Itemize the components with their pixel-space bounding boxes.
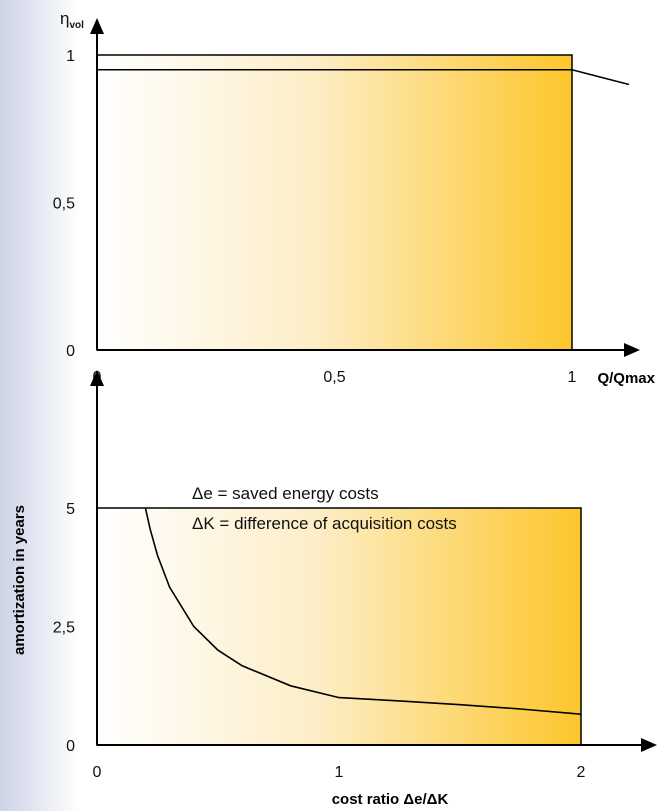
annotation-delta-e: Δe = saved energy costs	[192, 484, 379, 503]
efficiency-chart-x-label: Q/Qmax	[597, 370, 655, 387]
efficiency-subscript: vol	[69, 20, 84, 31]
annotation-delta-k: ΔK = difference of acquisition costs	[192, 514, 457, 533]
efficiency-chart-x-arrow	[624, 343, 640, 357]
amortization-chart: 0 2,5 5 0 1 2 amortization in years cost…	[11, 370, 657, 808]
efficiency-curve	[97, 69, 630, 86]
amortization-curve	[144, 507, 582, 715]
amortization-chart-shaded-region	[96, 507, 582, 746]
efficiency-chart-x-tick-2: 1	[568, 369, 577, 386]
efficiency-chart: 0 0,5 1 0 0,5 1 ηvol Q/Qmax	[53, 9, 656, 387]
amortization-chart-y-arrow	[90, 370, 104, 386]
amortization-chart-y-tick-2: 5	[66, 501, 75, 518]
efficiency-symbol: η	[60, 9, 69, 28]
amortization-chart-x-tick-0: 0	[93, 764, 102, 781]
efficiency-chart-y-tick-0: 0	[66, 343, 75, 360]
amortization-chart-x-tick-1: 1	[335, 764, 344, 781]
efficiency-chart-y-arrow	[90, 18, 104, 34]
amortization-chart-y-tick-0: 0	[66, 738, 75, 755]
efficiency-chart-x-tick-1: 0,5	[323, 369, 345, 386]
amortization-chart-y-label: amortization in years	[11, 505, 28, 655]
amortization-chart-y-tick-1: 2,5	[53, 620, 75, 637]
efficiency-chart-shaded-region	[96, 54, 573, 351]
amortization-chart-x-arrow	[641, 738, 657, 752]
amortization-chart-x-tick-2: 2	[577, 764, 586, 781]
efficiency-chart-y-tick-1: 0,5	[53, 196, 75, 213]
efficiency-chart-y-tick-2: 1	[66, 48, 75, 65]
efficiency-chart-y-label: ηvol	[60, 9, 84, 31]
amortization-chart-x-label: cost ratio Δe/ΔK	[332, 791, 449, 808]
